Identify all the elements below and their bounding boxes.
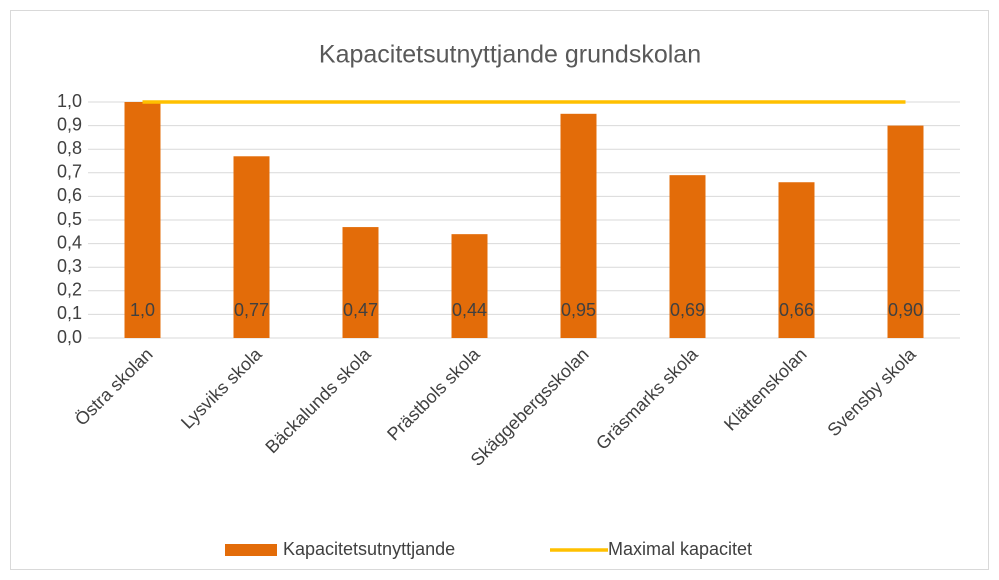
- legend-label: Kapacitetsutnyttjande: [283, 539, 455, 559]
- y-tick-label: 0,2: [57, 280, 82, 300]
- bar: [887, 125, 924, 338]
- y-tick-label: 0,9: [57, 114, 82, 134]
- y-tick-label: 0,8: [57, 138, 82, 158]
- data-label: 0,95: [561, 300, 596, 320]
- data-label: 0,66: [779, 300, 814, 320]
- data-label: 0,69: [670, 300, 705, 320]
- legend-label: Maximal kapacitet: [608, 539, 752, 559]
- data-label: 1,0: [130, 300, 155, 320]
- y-tick-label: 0,3: [57, 256, 82, 276]
- data-label: 0,77: [234, 300, 269, 320]
- y-tick-label: 1,0: [57, 91, 82, 111]
- legend-swatch: [225, 544, 277, 556]
- y-tick-label: 0,4: [57, 232, 82, 252]
- bar: [124, 102, 161, 338]
- chart-title: Kapacitetsutnyttjande grundskolan: [319, 41, 701, 69]
- bar: [778, 182, 815, 338]
- data-label: 0,90: [888, 300, 923, 320]
- y-tick-label: 0,7: [57, 162, 82, 182]
- bar: [451, 234, 488, 338]
- y-tick-label: 0,0: [57, 327, 82, 347]
- bar: [342, 227, 379, 338]
- y-tick-label: 0,1: [57, 303, 82, 323]
- bar: [560, 113, 597, 338]
- y-tick-label: 0,6: [57, 185, 82, 205]
- data-label: 0,47: [343, 300, 378, 320]
- bar: [233, 156, 270, 338]
- bar: [669, 175, 706, 338]
- data-label: 0,44: [452, 300, 487, 320]
- y-tick-label: 0,5: [57, 209, 82, 229]
